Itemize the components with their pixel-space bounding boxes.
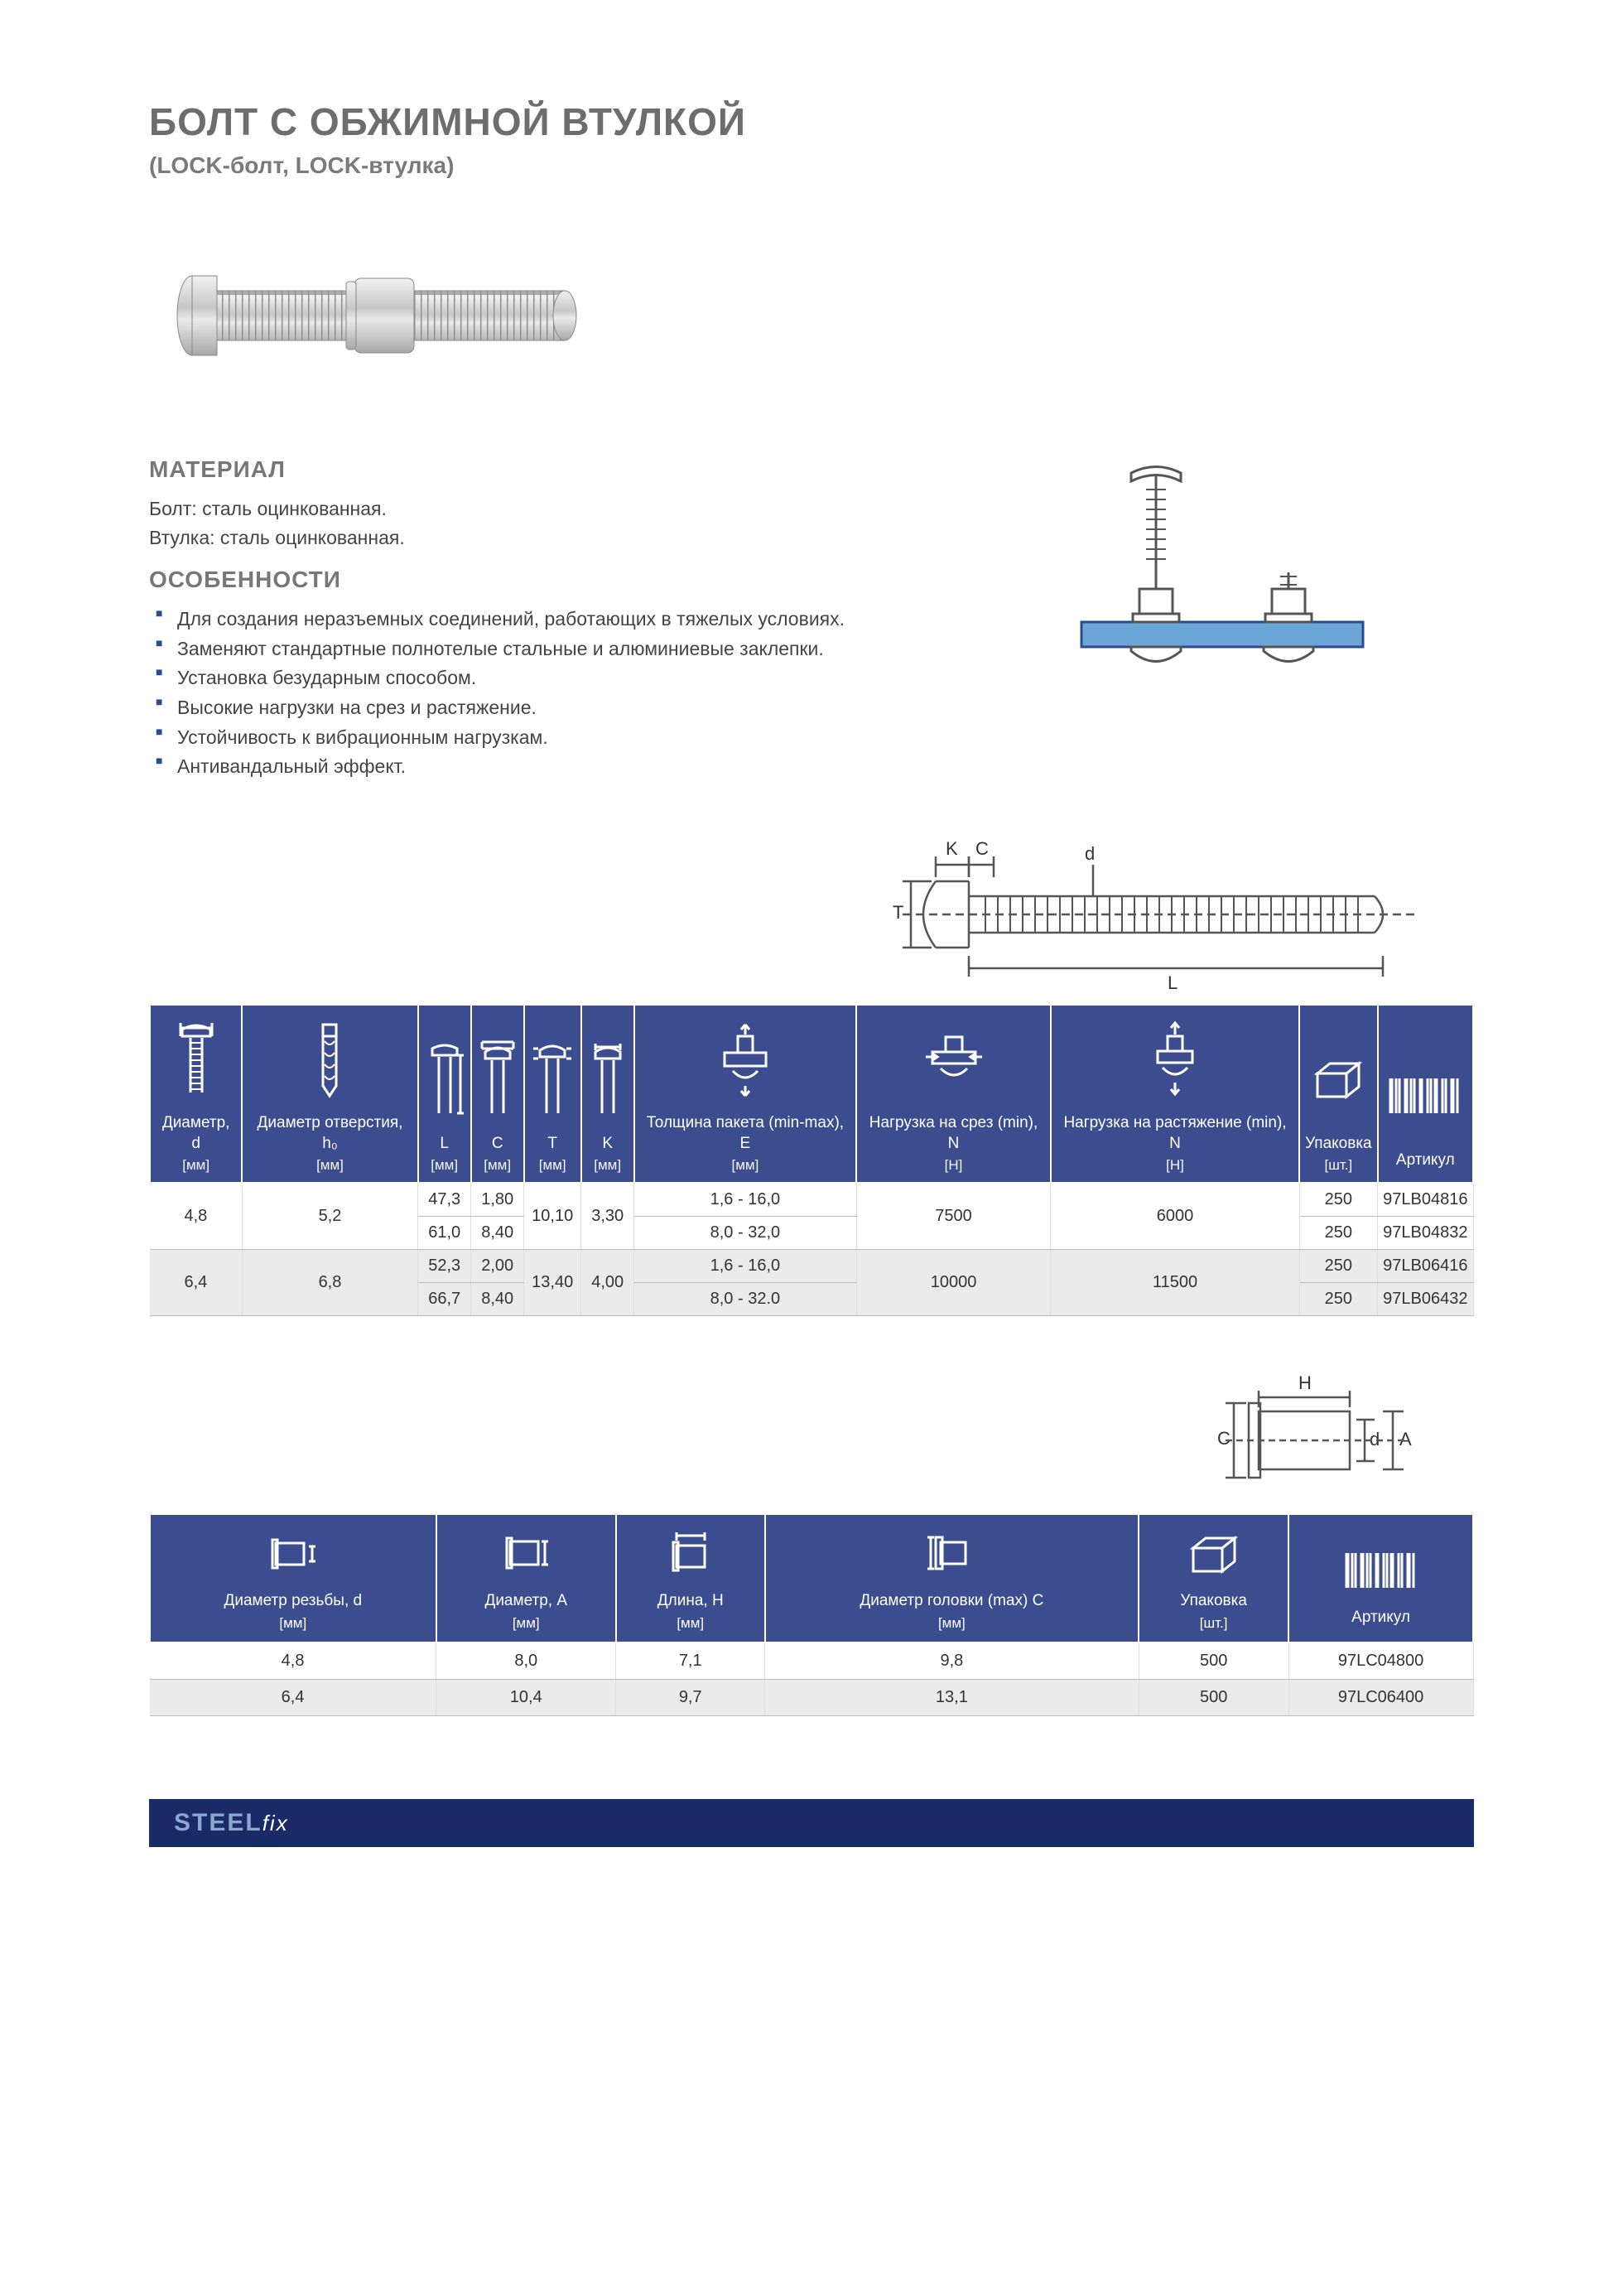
bolt-spec-table: Диаметр, d[мм]Диаметр отверстия, h₀[мм]L… — [149, 1004, 1474, 1316]
table-header: Артикул — [1378, 1005, 1473, 1183]
table-header: Толщина пакета (min-max), E[мм] — [634, 1005, 856, 1183]
feature-item: Высокие нагрузки на срез и растяжение. — [156, 693, 921, 723]
svg-text:T: T — [893, 902, 903, 923]
svg-text:d: d — [1370, 1429, 1380, 1449]
table-row: 4,88,07,19,850097LC04800 — [150, 1642, 1473, 1680]
brand-logo: STEELfix — [174, 1809, 289, 1837]
features-list: Для создания неразъемных соединений, раб… — [149, 605, 921, 782]
page-title: БОЛТ С ОБЖИМНОЙ ВТУЛКОЙ — [149, 99, 1474, 144]
table-header: Диаметр головки (max) C[мм] — [765, 1514, 1139, 1642]
table-row: 6,46,852,32,0013,404,001,6 - 16,01000011… — [150, 1250, 1473, 1283]
table-header: Диаметр отверстия, h₀[мм] — [242, 1005, 417, 1183]
features-heading: ОСОБЕННОСТИ — [149, 567, 921, 593]
svg-text:d: d — [1085, 843, 1095, 864]
product-photo — [149, 245, 1474, 390]
table-row: 6,410,49,713,150097LC06400 — [150, 1679, 1473, 1715]
table-header: Нагрузка на срез (min), N[H] — [856, 1005, 1051, 1183]
feature-item: Для создания неразъемных соединений, раб… — [156, 605, 921, 634]
table-header: Длина, H[мм] — [616, 1514, 765, 1642]
table-header: C[мм] — [471, 1005, 524, 1183]
sleeve-spec-table: Диаметр резьбы, d[мм]Диаметр, A[мм]Длина… — [149, 1513, 1474, 1716]
svg-text:H: H — [1298, 1372, 1312, 1393]
sleeve-dimension-diagram: H C d A — [149, 1366, 1474, 1507]
svg-text:C: C — [975, 838, 989, 859]
table-header: T[мм] — [524, 1005, 581, 1183]
table-header: Диаметр, A[мм] — [436, 1514, 616, 1642]
material-line: Втулка: сталь оцинкованная. — [149, 523, 921, 552]
bolt-dimension-diagram: K C d T L — [149, 832, 1474, 997]
svg-text:C: C — [1217, 1428, 1230, 1449]
feature-item: Заменяют стандартные полнотелые стальные… — [156, 634, 921, 664]
svg-text:L: L — [1168, 972, 1178, 993]
svg-text:A: A — [1399, 1429, 1412, 1449]
footer-bar: STEELfix — [149, 1799, 1474, 1847]
page-subtitle: (LOCK-болт, LOCK-втулка) — [149, 152, 1474, 179]
table-header: Диаметр, d[мм] — [150, 1005, 242, 1183]
material-heading: МАТЕРИАЛ — [149, 456, 921, 483]
table-header: Упаковка[шт.] — [1299, 1005, 1378, 1183]
table-header: Упаковка[шт.] — [1139, 1514, 1288, 1642]
feature-item: Устойчивость к вибрационным нагрузкам. — [156, 723, 921, 753]
table-header: L[мм] — [418, 1005, 471, 1183]
svg-text:K: K — [946, 838, 958, 859]
table-header: Артикул — [1288, 1514, 1473, 1642]
table-header: K[мм] — [581, 1005, 634, 1183]
table-header: Диаметр резьбы, d[мм] — [150, 1514, 436, 1642]
table-header: Нагрузка на растяжение (min), N[H] — [1051, 1005, 1299, 1183]
install-diagram-icon — [1073, 456, 1371, 721]
feature-item: Установка безударным способом. — [156, 663, 921, 693]
material-line: Болт: сталь оцинкованная. — [149, 494, 921, 523]
feature-item: Антивандальный эффект. — [156, 752, 921, 782]
table-row: 4,85,247,31,8010,103,301,6 - 16,07500600… — [150, 1183, 1473, 1217]
